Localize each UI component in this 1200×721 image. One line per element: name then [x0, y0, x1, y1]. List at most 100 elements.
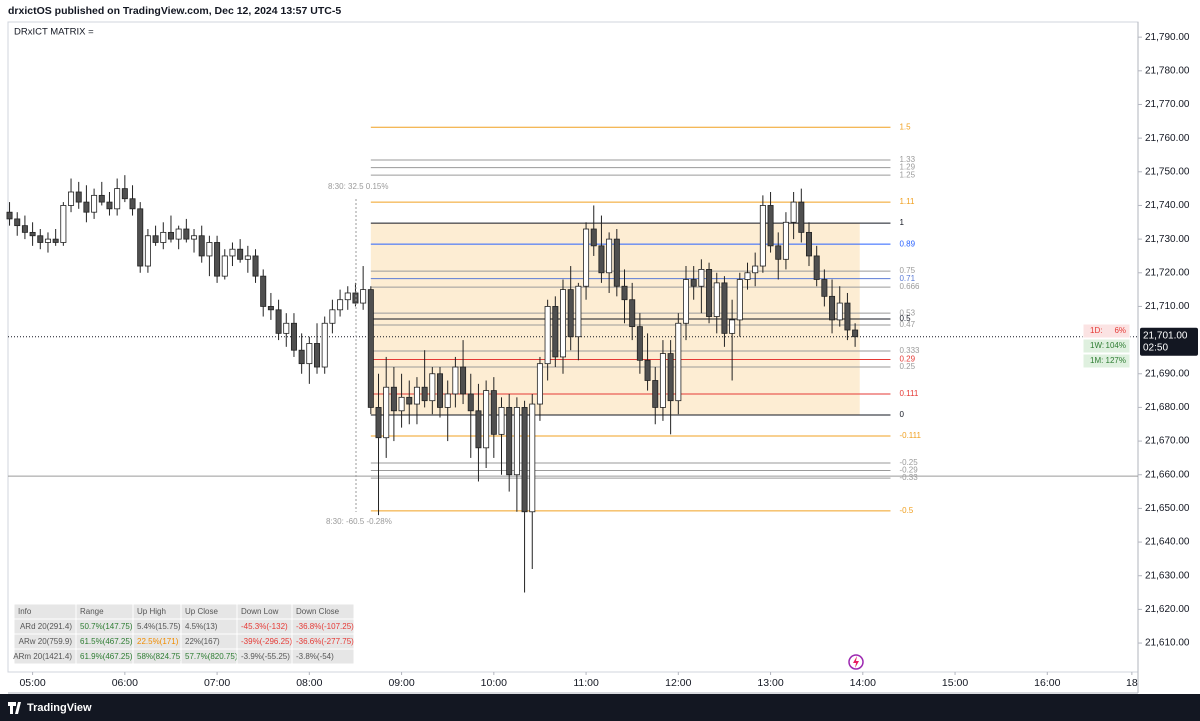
level-label: 0.29 [899, 355, 915, 364]
candle-body [198, 235, 205, 257]
y-tick-label: 21,610.00 [1145, 638, 1190, 649]
candle-body [744, 272, 751, 280]
y-tick-label: 21,670.00 [1145, 436, 1190, 447]
level-label: -0.29 [899, 466, 918, 475]
performance-box [1082, 323, 1131, 339]
candle-body [590, 228, 597, 247]
candle-body [229, 248, 236, 257]
level-label: 0.71 [899, 274, 915, 283]
x-tick-label: 12:00 [665, 677, 691, 689]
performance-label: 1D: [1090, 326, 1102, 335]
y-tick-label: 21,640.00 [1145, 537, 1190, 548]
candle-body [191, 235, 198, 240]
candle-body [790, 201, 797, 223]
candle-body [237, 248, 244, 260]
candle-body [729, 319, 736, 334]
candle-body [821, 279, 828, 297]
level-label: -0.25 [899, 458, 918, 467]
candle-body [429, 373, 436, 402]
candle-body [444, 393, 451, 408]
level-label: 0.47 [899, 320, 915, 329]
level-label: 0.111 [899, 389, 918, 398]
x-tick-label: 05:00 [19, 677, 45, 689]
table-value: ARw 20(759.9) [19, 637, 73, 646]
footer-brand: TradingView [27, 702, 92, 714]
candle-body [782, 221, 789, 260]
candle-body [75, 191, 82, 203]
x-tick-label: 16:00 [1034, 677, 1060, 689]
performance-label: 1W: [1090, 341, 1104, 350]
candle-body [506, 407, 513, 476]
candle-body [144, 235, 151, 267]
y-tick-label: 21,650.00 [1145, 503, 1190, 514]
header-text: drxictOS published on TradingView.com, D… [8, 5, 341, 17]
candle-body [29, 231, 36, 237]
y-tick-label: 21,690.00 [1145, 368, 1190, 379]
candle-body [98, 194, 105, 203]
candle-body [275, 309, 282, 334]
level-label: 1.33 [899, 155, 915, 164]
candle-body [698, 269, 705, 287]
table-header: Down Close [296, 607, 340, 616]
candle-body [636, 326, 643, 361]
candle-body [752, 265, 759, 274]
level-label: -0.111 [899, 431, 921, 440]
candles-layer [6, 175, 859, 593]
countdown-label: 02:50 [1143, 342, 1168, 353]
candle-body [798, 201, 805, 233]
candle-body [567, 289, 574, 338]
x-tick-label: 08:00 [296, 677, 322, 689]
candle-body [421, 386, 428, 402]
candle-body [183, 228, 190, 240]
candle-body [560, 289, 567, 358]
candle-body [306, 343, 313, 365]
alert-icon[interactable] [848, 654, 864, 670]
candle-body [375, 407, 382, 439]
candle-body [652, 380, 659, 408]
table-value: 61.9%(467.25) [80, 652, 133, 661]
candle-body [398, 396, 405, 412]
y-tick-label: 21,660.00 [1145, 469, 1190, 480]
table-value: -45.3%(-132) [241, 622, 288, 631]
table-layer: Info Range Up High Up Close Down Low Down Clo… [13, 603, 355, 665]
candle-body [91, 194, 98, 213]
candle-body [544, 306, 551, 365]
y-tick-label: 21,780.00 [1145, 65, 1190, 76]
candle-body [498, 407, 505, 435]
candle-body [844, 302, 851, 331]
x-tick-label: 09:00 [388, 677, 414, 689]
level-label: 1.29 [899, 163, 915, 172]
candle-body [536, 363, 543, 405]
candle-body [106, 201, 113, 210]
candle-body [344, 292, 351, 301]
candle-body [683, 279, 690, 324]
candle-body [721, 282, 728, 334]
candle-body [767, 205, 774, 247]
candle-body [337, 299, 344, 311]
table-value: ARm 20(1421.4) [13, 652, 72, 661]
table-value: 57.7%(820.75) [185, 652, 238, 661]
y-tick-label: 21,680.00 [1145, 402, 1190, 413]
candle-body [667, 353, 674, 402]
x-tick-label: 15:00 [942, 677, 968, 689]
level-label: 0.75 [899, 266, 915, 275]
y-tick-label: 21,740.00 [1145, 200, 1190, 211]
x-tick-label: 11:00 [573, 677, 599, 689]
table-header: Down Low [241, 607, 279, 616]
level-label: 0 [899, 410, 904, 419]
x-tick-label: 10:00 [481, 677, 507, 689]
candle-body [390, 386, 397, 412]
candle-body [52, 238, 59, 243]
level-label: 0.89 [899, 239, 915, 248]
table-header: Info [18, 607, 32, 616]
table-header: Range [80, 607, 104, 616]
candle-body [583, 228, 590, 287]
footer-bar [0, 694, 1200, 721]
candle-body [475, 410, 482, 449]
footer-logo [8, 702, 21, 714]
candle-body [836, 302, 843, 321]
candle-body [83, 201, 90, 213]
x-tick-label: 13:00 [757, 677, 783, 689]
